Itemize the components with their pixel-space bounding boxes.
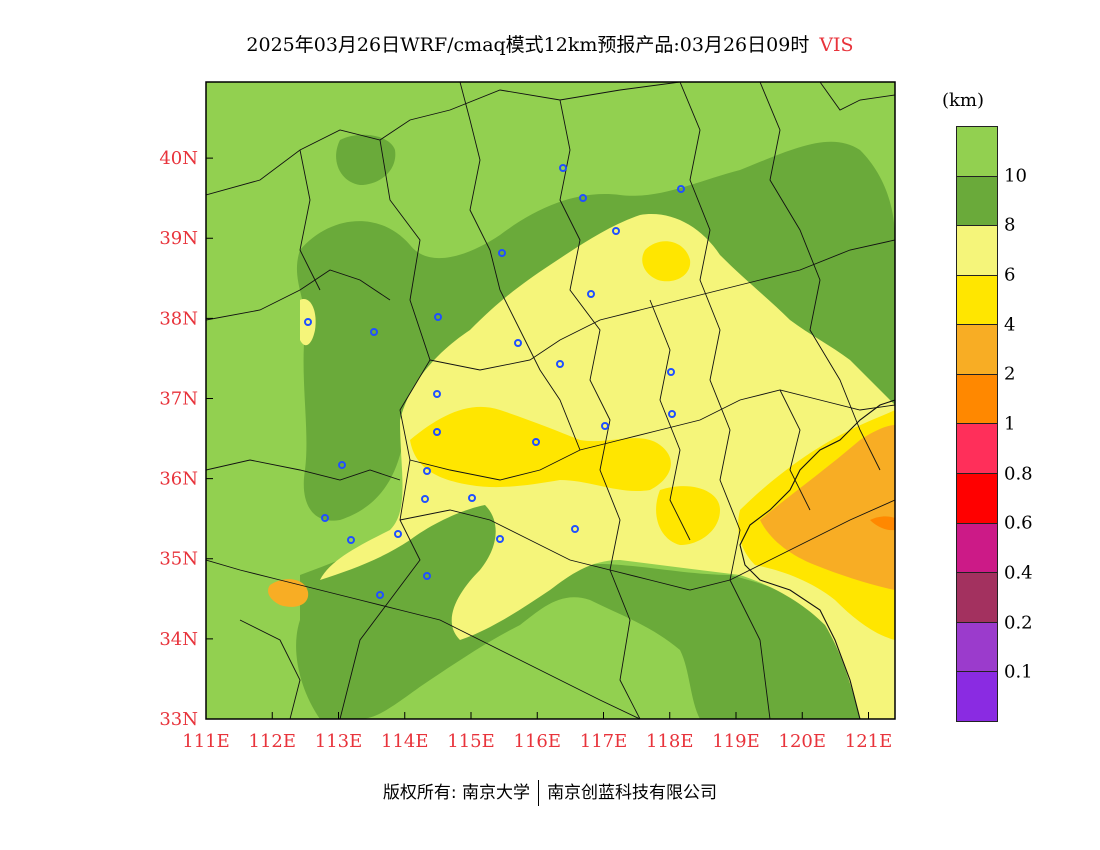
legend-label: 0.1 — [1004, 661, 1033, 683]
city-marker — [601, 422, 609, 430]
lat-label-33N: 33N — [159, 709, 198, 730]
city-marker — [321, 514, 329, 522]
lat-label-36N: 36N — [159, 469, 198, 490]
color-legend — [956, 126, 998, 722]
legend-label: 10 — [1004, 165, 1027, 187]
lat-label-37N: 37N — [159, 388, 198, 409]
legend-label: 0.8 — [1004, 463, 1033, 485]
field-2-4 — [760, 425, 895, 590]
legend-label: 0.4 — [1004, 562, 1033, 584]
field-2-4-west — [268, 579, 309, 607]
city-marker — [559, 164, 567, 172]
legend-label: 4 — [1004, 314, 1016, 336]
legend-swatch — [957, 275, 997, 326]
city-marker — [612, 227, 620, 235]
city-marker — [532, 438, 540, 446]
legend-swatch — [957, 325, 997, 375]
legend-swatch — [957, 127, 997, 177]
variable-label: VIS — [819, 34, 854, 56]
latitude-labels: 40N 39N 38N 37N 36N 35N 34N 33N — [159, 148, 198, 730]
city-markers — [304, 164, 685, 599]
lat-label-34N: 34N — [159, 629, 198, 650]
footer-separator — [538, 780, 540, 806]
field-8-10-top — [336, 134, 396, 185]
lon-label-112E: 112E — [249, 731, 297, 752]
boundaries — [206, 82, 895, 719]
legend-label: 2 — [1004, 363, 1016, 385]
legend-unit: (km) — [942, 90, 985, 111]
city-marker — [423, 572, 431, 580]
city-marker — [498, 249, 506, 257]
city-marker — [433, 428, 441, 436]
field-8-10-north — [296, 141, 895, 521]
lon-label-115E: 115E — [447, 731, 495, 752]
lon-label-114E: 114E — [381, 731, 429, 752]
city-marker — [394, 530, 402, 538]
city-marker — [304, 318, 312, 326]
title-text: 2025年03月26日WRF/cmaq模式12km预报产品:03月26日09时 — [246, 34, 810, 56]
field-1-2 — [870, 516, 895, 531]
city-marker — [434, 313, 442, 321]
lon-label-120E: 120E — [779, 731, 827, 752]
legend-label: 8 — [1004, 214, 1016, 236]
legend-label: 1 — [1004, 413, 1016, 435]
map-frame — [205, 81, 896, 720]
copyright-text: 版权所有: 南京大学 — [382, 783, 531, 803]
legend-swatch — [957, 374, 997, 425]
footer: 版权所有: 南京大学 南京创蓝科技有限公司 — [0, 778, 1100, 806]
lat-label-35N: 35N — [159, 549, 198, 570]
lat-label-39N: 39N — [159, 228, 198, 249]
lon-label-119E: 119E — [712, 731, 760, 752]
city-marker — [556, 360, 564, 368]
city-marker — [668, 410, 676, 418]
city-marker — [370, 328, 378, 336]
field-8-10-south — [296, 500, 870, 719]
lon-label-121E: 121E — [845, 731, 893, 752]
city-marker — [571, 525, 579, 533]
legend-label: 0.2 — [1004, 612, 1033, 634]
lon-label-113E: 113E — [315, 731, 363, 752]
field-4-6-north — [642, 241, 691, 282]
lat-label-40N: 40N — [159, 148, 198, 169]
lon-label-116E: 116E — [514, 731, 562, 752]
city-marker — [421, 495, 429, 503]
lon-label-111E: 111E — [182, 731, 230, 752]
city-marker — [677, 185, 685, 193]
legend-swatch — [957, 672, 997, 721]
city-marker — [514, 339, 522, 347]
legend-swatch — [957, 474, 997, 524]
field-6-8-west — [300, 299, 316, 346]
city-marker — [376, 591, 384, 599]
city-marker — [433, 390, 441, 398]
legend-swatch — [957, 573, 997, 623]
field-4-6-south — [656, 486, 720, 545]
city-marker — [338, 461, 346, 469]
legend-label: 6 — [1004, 264, 1016, 286]
map-fields — [206, 82, 895, 719]
legend-swatch — [957, 424, 997, 475]
coastline — [739, 399, 895, 719]
city-marker — [347, 536, 355, 544]
field-4-6-central — [410, 406, 671, 492]
city-marker — [496, 535, 504, 543]
lon-label-117E: 117E — [580, 731, 628, 752]
lon-label-118E: 118E — [646, 731, 694, 752]
company-text: 南京创蓝科技有限公司 — [547, 783, 718, 803]
lat-label-38N: 38N — [159, 308, 198, 329]
city-marker — [468, 494, 476, 502]
legend-label: 0.6 — [1004, 512, 1033, 534]
legend-swatch — [957, 622, 997, 673]
city-marker — [667, 368, 675, 376]
legend-swatch — [957, 176, 997, 227]
city-marker — [587, 290, 595, 298]
map-title: 2025年03月26日WRF/cmaq模式12km预报产品:03月26日09时 V… — [0, 30, 1100, 57]
legend-swatch — [957, 226, 997, 276]
legend-swatch — [957, 523, 997, 574]
city-marker — [423, 467, 431, 475]
longitude-labels: 111E 112E 113E 114E 115E 116E 117E 118E 119E 120E… — [182, 731, 892, 752]
axis-ticks — [205, 157, 869, 720]
city-marker — [579, 194, 587, 202]
